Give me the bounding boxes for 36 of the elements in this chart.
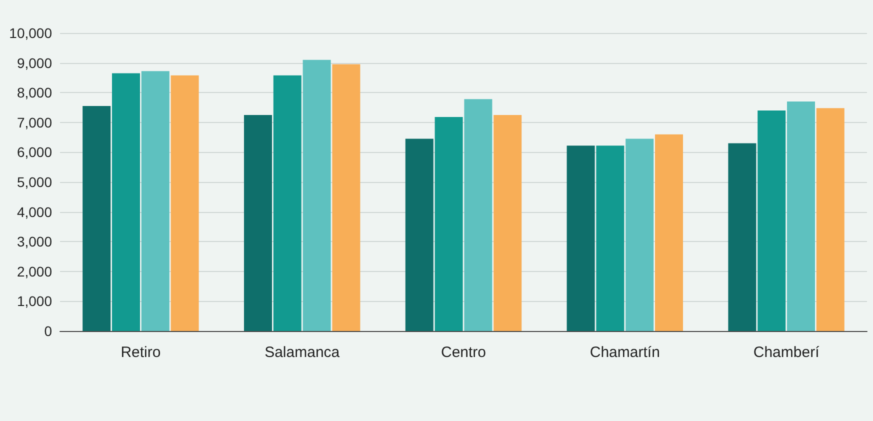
y-tick-label: 9,000	[16, 54, 52, 71]
bar	[787, 102, 815, 331]
y-tick-label: 7,000	[16, 114, 52, 130]
bar	[626, 138, 654, 331]
bar	[244, 114, 272, 331]
bar	[434, 117, 463, 331]
bar	[82, 106, 111, 331]
x-tick-label: Retiro	[120, 344, 161, 361]
y-tick-label: 2,000	[16, 263, 52, 280]
bar	[170, 75, 199, 331]
bar	[728, 143, 756, 331]
y-tick-label: 4,000	[16, 204, 52, 220]
bar	[596, 146, 624, 331]
bar	[332, 64, 360, 331]
y-tick-label: 3,000	[16, 234, 52, 250]
bar	[566, 146, 595, 331]
y-tick-label: 10,000	[9, 25, 52, 41]
x-tick-label: Salamanca	[264, 344, 340, 361]
y-tick-label: 1,000	[16, 293, 52, 310]
bar	[655, 134, 684, 331]
y-tick-label: 8,000	[16, 84, 52, 101]
bar	[112, 73, 140, 331]
bar	[273, 75, 302, 331]
x-tick-label: Chamartín	[590, 344, 660, 361]
x-tick-label: Centro	[440, 344, 486, 361]
x-tick-label: Chamberí	[753, 344, 820, 361]
y-tick-label: 6,000	[16, 144, 52, 160]
bar	[302, 60, 331, 331]
y-tick-label: 0	[44, 323, 52, 339]
y-tick-label: 5,000	[16, 174, 52, 190]
bar	[758, 110, 786, 331]
bar	[405, 138, 434, 331]
bar	[494, 114, 522, 331]
bar	[141, 71, 170, 331]
bar	[464, 99, 492, 331]
bar	[816, 108, 844, 331]
